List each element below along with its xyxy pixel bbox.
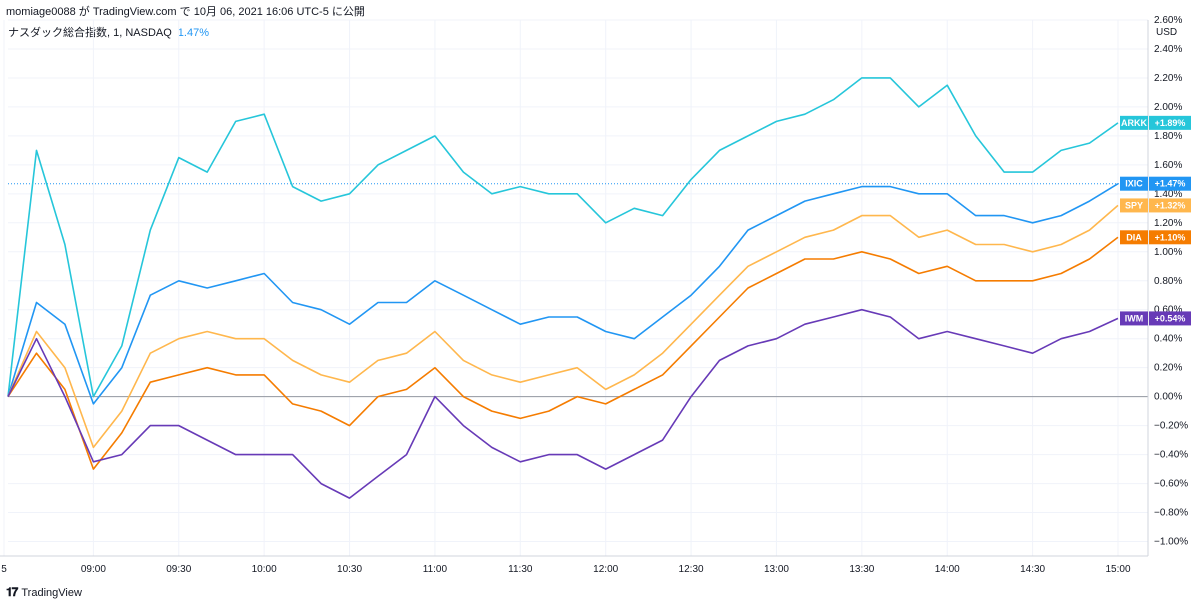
series-line-spy[interactable] xyxy=(7,204,1119,449)
tradingview-logo-icon: 𝟏𝟕 xyxy=(6,585,18,599)
x-tick-label: 11:00 xyxy=(423,564,448,575)
x-tick-label: 12:00 xyxy=(593,564,618,575)
badge-iwm: IWM +0.54% xyxy=(1120,311,1191,326)
footer[interactable]: 𝟏𝟕 TradingView xyxy=(6,585,82,600)
y-tick-label: 0.80% xyxy=(1154,276,1182,287)
symbol-title: ナスダック総合指数, 1, NASDAQ xyxy=(8,27,172,39)
badge-symbol: SPY xyxy=(1125,200,1143,210)
symbol-change: 1.47% xyxy=(177,27,209,39)
x-tick-label: 12:30 xyxy=(679,564,704,575)
x-tick-label: 5 xyxy=(1,564,7,575)
series-line-arkk[interactable] xyxy=(7,77,1119,398)
y-tick-label: 0.60% xyxy=(1154,305,1182,316)
y-tick-label: −0.40% xyxy=(1154,450,1188,461)
badge-value: +1.47% xyxy=(1155,179,1186,189)
x-tick-label: 15:00 xyxy=(1105,564,1130,575)
y-tick-label: −1.00% xyxy=(1154,537,1188,548)
y-tick-label: 2.40% xyxy=(1154,44,1182,55)
price-axis: 2.60% 2.40% 2.20% 2.00% 1.80% 1.60% 1.40% 1.20%… xyxy=(1147,15,1188,556)
series-line-ixic[interactable] xyxy=(7,183,1119,405)
badge-ixic: IXIC +1.47% xyxy=(1120,176,1191,191)
x-tick-label: 11:30 xyxy=(508,564,533,575)
y-tick-label: 1.20% xyxy=(1154,218,1182,229)
y-tick-label: 1.60% xyxy=(1154,160,1182,171)
time-axis: 5 09:00 09:30 10:00 10:30 11:00 11:30 12:00 12:3… xyxy=(0,555,1148,575)
y-tick-label: −0.20% xyxy=(1154,421,1188,432)
x-tick-label: 13:30 xyxy=(849,564,874,575)
y-tick-label: 0.20% xyxy=(1154,363,1182,374)
publish-line: momiage0088 が TradingView.com で 10月 06, … xyxy=(6,6,365,18)
badge-symbol: DIA xyxy=(1126,232,1142,242)
y-tick-label: 2.00% xyxy=(1154,102,1182,113)
x-tick-label: 14:00 xyxy=(935,564,960,575)
x-tick-label: 13:00 xyxy=(764,564,789,575)
x-tick-label: 09:00 xyxy=(81,564,106,575)
x-tick-label: 09:30 xyxy=(166,564,191,575)
series-badges: ARKK +1.89% IXIC +1.47% SPY +1.32% DIA +1.10% IW… xyxy=(1120,115,1191,326)
brand-name: TradingView xyxy=(21,586,82,599)
badge-symbol: ARKK xyxy=(1121,118,1147,128)
y-tick-label: 1.40% xyxy=(1154,189,1182,200)
y-tick-label: 2.60% xyxy=(1154,15,1182,26)
y-tick-label: 1.00% xyxy=(1154,247,1182,258)
badge-value: +1.10% xyxy=(1155,232,1186,242)
y-tick-label: −0.60% xyxy=(1154,479,1188,490)
y-tick-label: 0.00% xyxy=(1154,392,1182,403)
axis-unit: USD xyxy=(1156,27,1177,38)
y-tick-label: 0.40% xyxy=(1154,334,1182,345)
series-lines xyxy=(7,77,1119,499)
series-line-iwm[interactable] xyxy=(7,308,1119,499)
badge-symbol: IXIC xyxy=(1125,179,1143,189)
symbol-legend[interactable]: ナスダック総合指数, 1, NASDAQ 1.47% xyxy=(8,24,209,40)
x-tick-label: 10:00 xyxy=(252,564,277,575)
badge-value: +1.32% xyxy=(1155,200,1186,210)
y-tick-label: 2.20% xyxy=(1154,73,1182,84)
badge-spy: SPY +1.32% xyxy=(1120,198,1191,213)
badge-arkk: ARKK +1.89% xyxy=(1120,115,1191,130)
badge-value: +0.54% xyxy=(1155,313,1186,323)
series-line-dia[interactable] xyxy=(7,236,1119,470)
badge-dia: DIA +1.10% xyxy=(1120,230,1191,245)
chart-grid xyxy=(3,19,1148,556)
x-tick-label: 10:30 xyxy=(337,564,362,575)
badge-value: +1.89% xyxy=(1155,118,1186,128)
y-tick-label: 1.80% xyxy=(1154,131,1182,142)
x-tick-label: 14:30 xyxy=(1020,564,1045,575)
y-tick-label: −0.80% xyxy=(1154,508,1188,519)
badge-symbol: IWM xyxy=(1125,313,1144,323)
